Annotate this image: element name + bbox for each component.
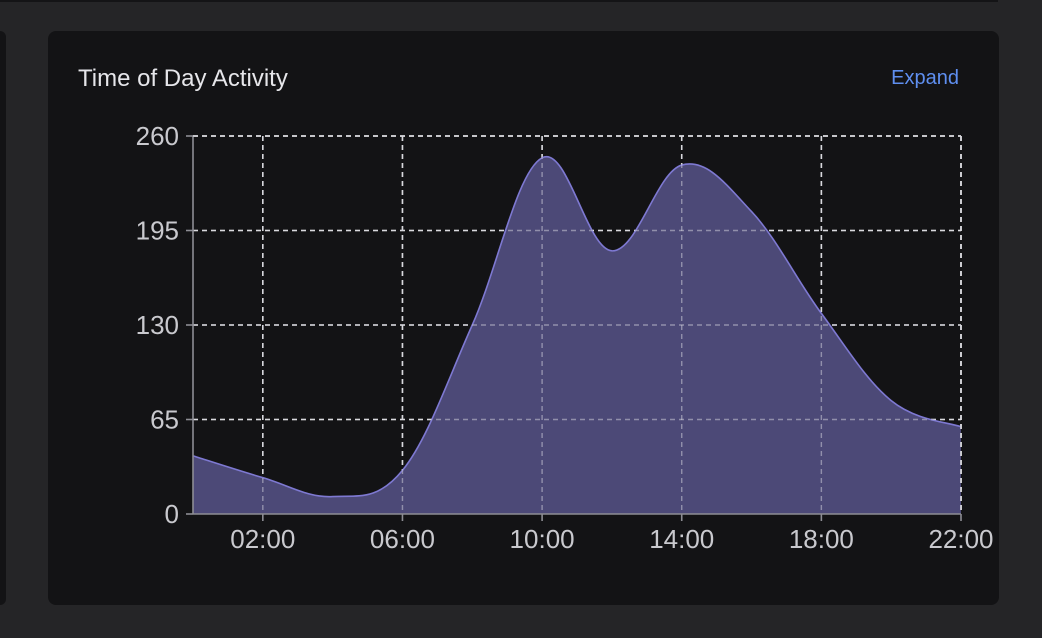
- x-tick-label-1400: 14:00: [649, 524, 714, 554]
- tick-labels: 0 65 130 195 260 02:00 06:00 10:00 14:00 18:00 22:…: [136, 121, 994, 554]
- area-fill: [193, 156, 961, 514]
- series-area: [192, 135, 962, 514]
- x-tick-label-1000: 10:00: [510, 524, 575, 554]
- axes: [186, 135, 962, 521]
- y-tick-label-65: 65: [150, 405, 179, 435]
- x-tick-label-0200: 02:00: [230, 524, 295, 554]
- card-title: Time of Day Activity: [78, 65, 288, 92]
- area-line: [192, 155, 962, 498]
- x-tick-label-2200: 22:00: [928, 524, 993, 554]
- y-tick-label-195: 195: [136, 216, 179, 246]
- x-tick-label-0600: 06:00: [370, 524, 435, 554]
- y-tick-label-130: 130: [136, 310, 179, 340]
- top-card-edge: [0, 0, 998, 2]
- y-tick-label-260: 260: [136, 121, 179, 151]
- left-card-edge: [0, 31, 6, 605]
- x-tick-label-1800: 18:00: [789, 524, 854, 554]
- y-tick-label-0: 0: [165, 499, 179, 529]
- expand-link[interactable]: Expand: [891, 67, 959, 89]
